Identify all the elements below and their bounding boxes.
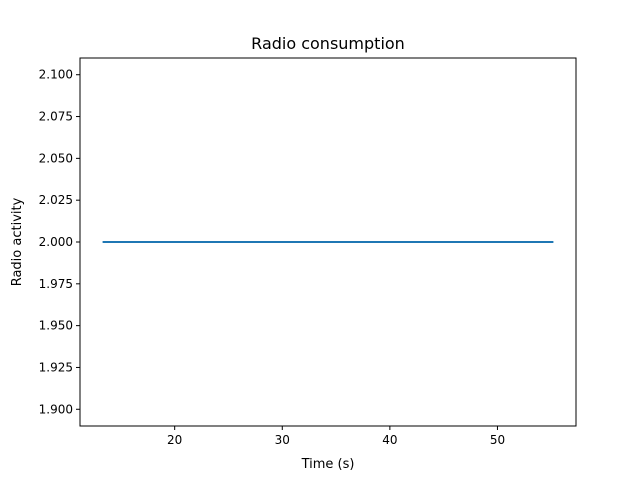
y-tick-label: 1.900 bbox=[39, 402, 73, 416]
x-tick-label: 40 bbox=[382, 433, 397, 447]
x-tick-label: 30 bbox=[275, 433, 290, 447]
y-tick-label: 1.950 bbox=[39, 319, 73, 333]
x-tick-label: 20 bbox=[167, 433, 182, 447]
y-tick-label: 2.075 bbox=[39, 110, 73, 124]
y-axis-label: Radio activity bbox=[10, 197, 25, 286]
y-axis: 1.900 1.925 1.950 1.975 2.000 2.025 2.050 2.075… bbox=[39, 68, 80, 416]
x-axis-label: Time (s) bbox=[301, 457, 355, 472]
x-tick-label: 50 bbox=[490, 433, 505, 447]
chart-title: Radio consumption bbox=[251, 34, 405, 53]
x-axis: 20 30 40 50 bbox=[167, 426, 505, 447]
y-tick-label: 2.000 bbox=[39, 235, 73, 249]
y-tick-label: 2.050 bbox=[39, 151, 73, 165]
y-tick-label: 1.925 bbox=[39, 360, 73, 374]
y-tick-label: 1.975 bbox=[39, 277, 73, 291]
y-tick-label: 2.025 bbox=[39, 193, 73, 207]
y-tick-label: 2.100 bbox=[39, 68, 73, 82]
